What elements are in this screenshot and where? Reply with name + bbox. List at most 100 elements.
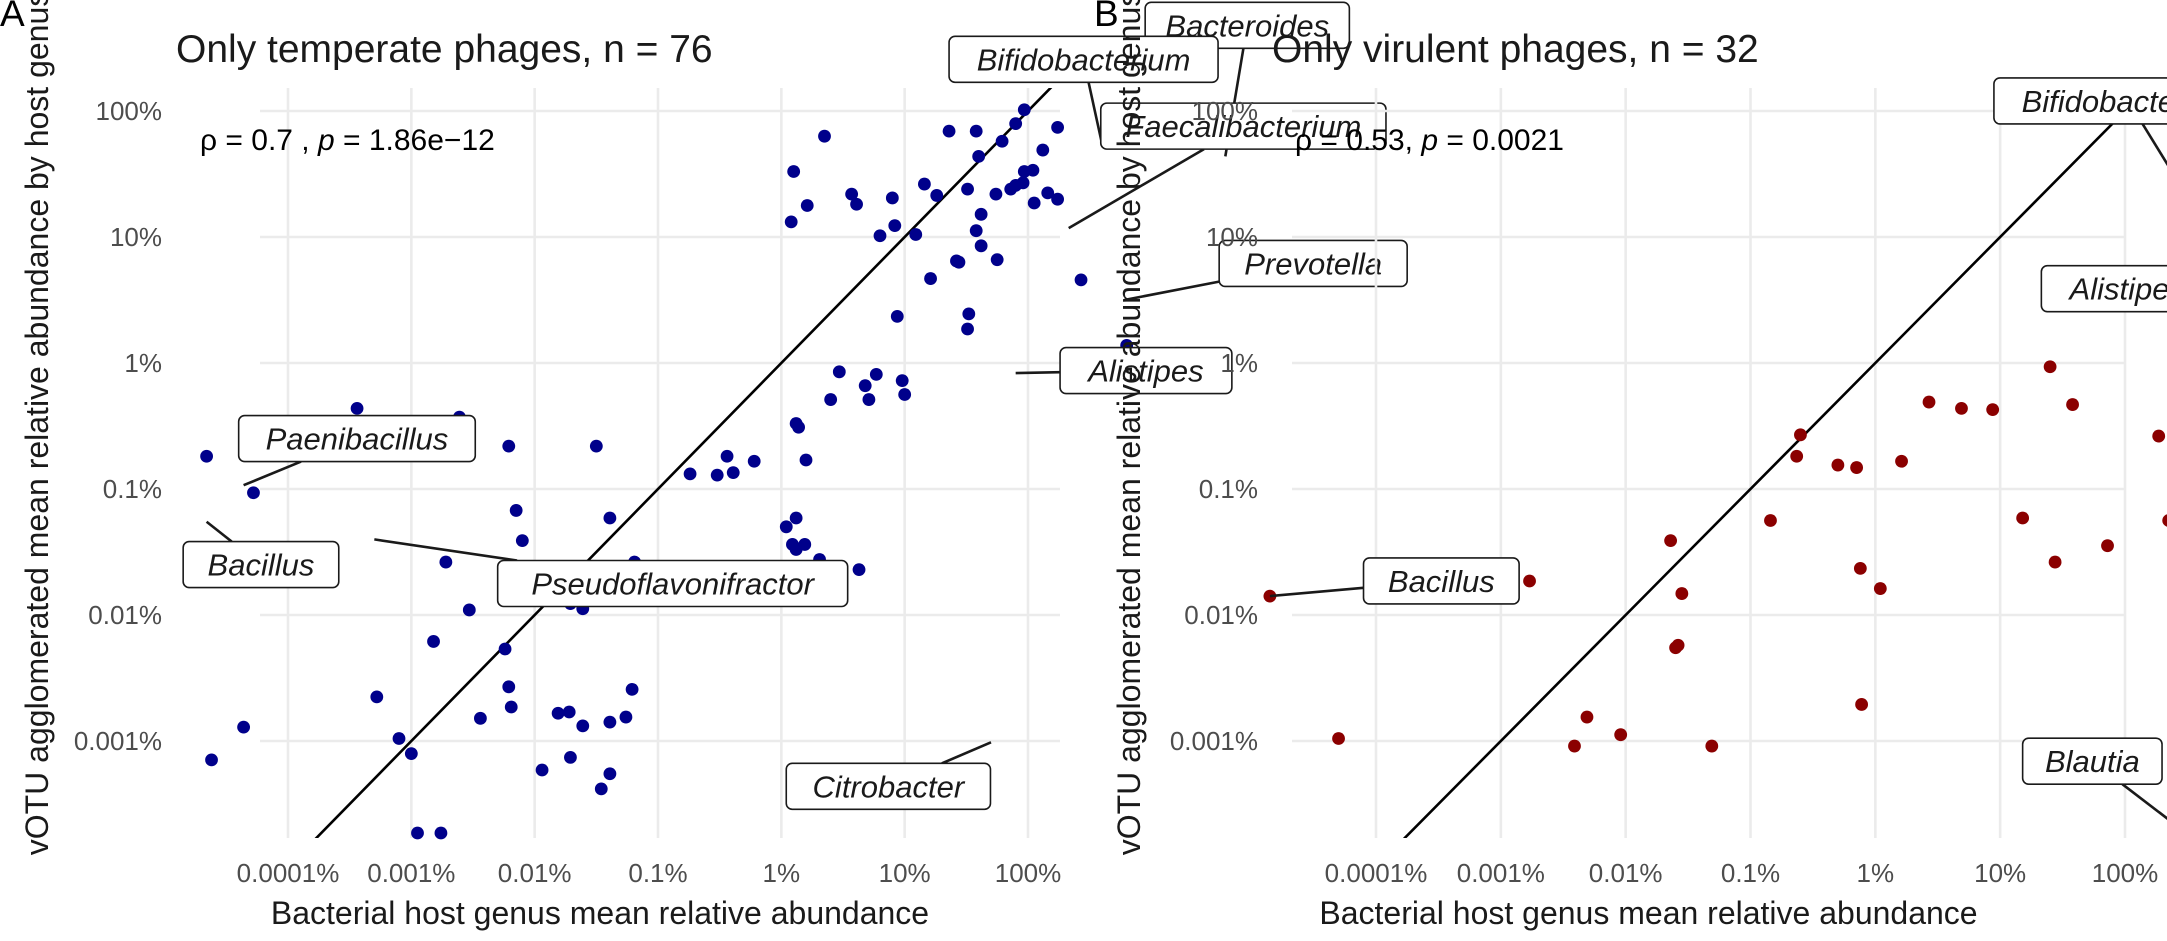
data-point <box>1664 534 1678 548</box>
x-tick-label: 0.01% <box>498 858 572 888</box>
label-box <box>1362 557 1520 605</box>
y-tick-label: 10% <box>1206 222 1258 252</box>
label-box <box>948 35 1219 84</box>
data-point <box>890 309 904 323</box>
data-point <box>1850 461 1864 474</box>
data-point <box>862 393 876 406</box>
data-point <box>818 129 831 143</box>
data-point <box>247 486 260 500</box>
data-point <box>370 690 384 704</box>
data-point <box>789 511 803 525</box>
x-axis-label: Bacterial host genus mean relative abund… <box>271 895 929 931</box>
data-point <box>1009 178 1023 192</box>
label-connector <box>2121 783 2167 820</box>
data-point <box>1790 449 1804 463</box>
data-point <box>1986 403 2000 417</box>
genus-label: Bacillus <box>1388 564 1495 599</box>
label-connector <box>1269 586 1364 598</box>
data-point <box>603 767 617 781</box>
data-point <box>1955 401 1968 415</box>
data-point <box>1705 739 1719 753</box>
y-axis-label: vOTU agglomerated mean relative abundanc… <box>1111 0 1147 855</box>
data-point <box>779 520 793 534</box>
data-point <box>502 439 516 453</box>
data-point <box>924 272 937 285</box>
y-tick-label: 0.01% <box>1184 600 1258 630</box>
data-point <box>515 534 529 548</box>
data-point <box>1895 454 1908 468</box>
label-connector <box>1015 370 1061 375</box>
data-point <box>1922 395 1936 409</box>
y-tick-label: 0.001% <box>74 726 162 756</box>
label-box <box>785 762 992 811</box>
data-point <box>683 467 697 481</box>
data-point <box>961 182 974 196</box>
y-tick-label: 1% <box>1220 348 1258 378</box>
data-point <box>619 710 633 724</box>
label-box <box>1059 346 1233 395</box>
data-point <box>1017 165 1031 178</box>
data-point <box>850 197 863 211</box>
data-point <box>562 705 576 719</box>
panel-label: B <box>1094 0 1119 34</box>
y-tick-label: 0.1% <box>103 474 162 504</box>
data-point <box>1036 143 1050 157</box>
data-point <box>589 439 603 453</box>
data-point <box>858 379 872 393</box>
y-tick-label: 100% <box>96 96 163 126</box>
data-point <box>237 720 251 734</box>
data-point <box>710 468 724 482</box>
data-point <box>1523 574 1536 588</box>
data-point <box>898 388 912 401</box>
y-tick-label: 100% <box>1192 96 1259 126</box>
data-point <box>350 401 364 415</box>
data-point <box>411 826 424 840</box>
genus-label: Blautia <box>2045 744 2140 779</box>
data-point <box>895 374 909 388</box>
data-point <box>2043 360 2057 374</box>
data-point <box>969 224 983 238</box>
data-point <box>1853 561 1867 575</box>
panel-a: 0.0001% 0.001% 0.01% 0.1% 1% 10% 100% 0.001% 0.0… <box>0 0 1408 931</box>
data-point <box>832 365 846 379</box>
data-point <box>799 453 813 467</box>
genus-label: Bifidobacterium <box>977 42 1191 77</box>
data-point <box>1855 698 1869 711</box>
label-connector <box>1123 280 1220 302</box>
data-point <box>1051 192 1064 206</box>
label-box <box>1993 77 2167 125</box>
data-point <box>498 642 512 656</box>
label-box <box>182 540 340 589</box>
data-point <box>2048 555 2062 569</box>
data-point <box>535 763 549 777</box>
data-point <box>1764 514 1777 527</box>
data-point <box>952 255 966 269</box>
label-box <box>237 414 477 463</box>
data-point <box>969 124 983 138</box>
genus-label: Citrobacter <box>813 769 966 804</box>
data-point <box>1873 582 1887 595</box>
panel-title: Only temperate phages, n = 76 <box>176 28 713 71</box>
x-tick-label: 1% <box>1857 858 1895 888</box>
data-point <box>1671 638 1685 652</box>
label-connector <box>1068 147 1205 230</box>
label-connector <box>2141 123 2167 167</box>
data-point <box>205 753 218 767</box>
x-tick-label: 0.001% <box>1457 858 1545 888</box>
data-point <box>603 511 617 525</box>
data-point <box>824 393 838 406</box>
y-axis-label: vOTU agglomerated mean relative abundanc… <box>19 0 55 855</box>
label-box <box>1218 239 1408 288</box>
data-point <box>427 635 440 648</box>
data-point <box>200 449 214 463</box>
x-tick-label: 0.1% <box>628 858 687 888</box>
correlation-stat: ρ = 0.53, p = 0.0021 <box>1295 124 1564 157</box>
data-point <box>787 165 801 178</box>
data-point <box>930 189 944 202</box>
data-point <box>962 307 976 321</box>
data-point <box>603 715 617 729</box>
x-axis-label: Bacterial host genus mean relative abund… <box>1319 895 1977 931</box>
data-point <box>2162 514 2167 527</box>
data-point <box>2016 511 2030 525</box>
x-tick-label: 0.001% <box>367 858 455 888</box>
